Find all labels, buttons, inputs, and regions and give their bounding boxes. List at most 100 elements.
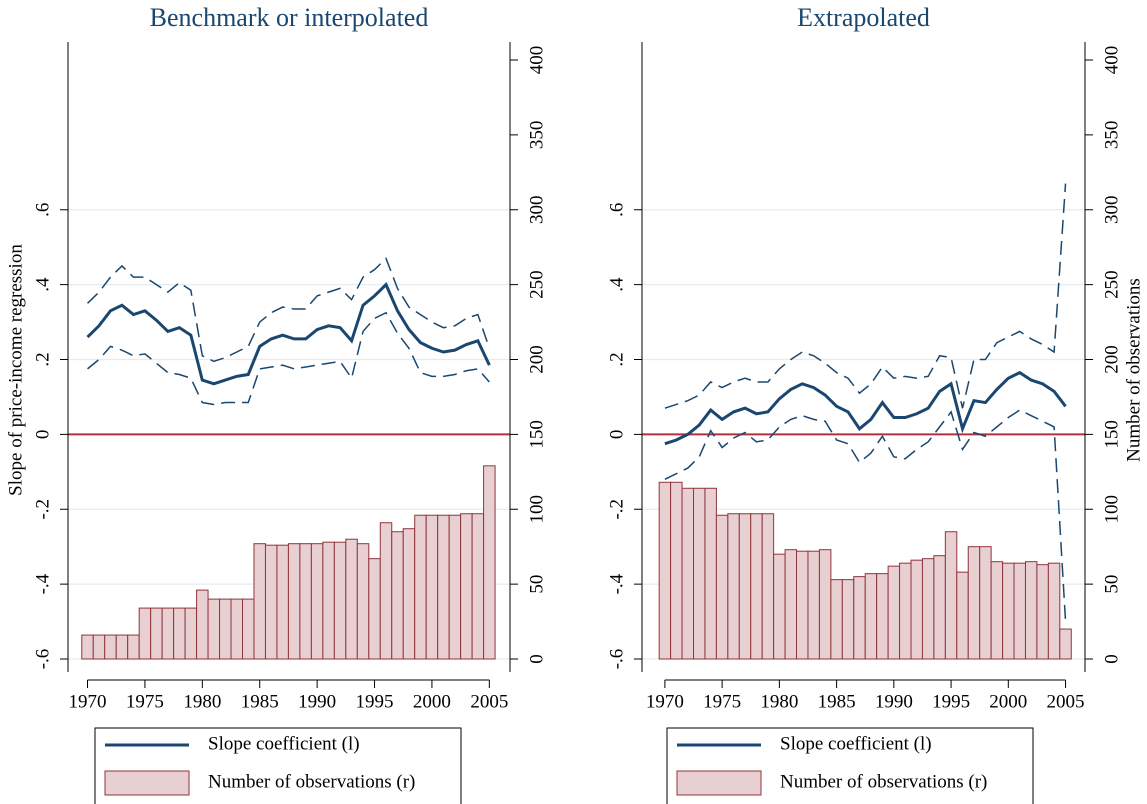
- y-tick-label: .2: [32, 352, 53, 366]
- y-tick-label: -.4: [606, 573, 627, 594]
- bar: [1047, 562, 1061, 660]
- y2-tick-label: 250: [526, 270, 547, 299]
- y2-tick-label: 400: [526, 46, 547, 75]
- bar: [887, 565, 901, 660]
- y2-tick-label: 200: [1101, 345, 1122, 374]
- bar: [967, 546, 981, 660]
- legend-label: Number of observations (r): [780, 771, 987, 792]
- bar: [207, 598, 221, 660]
- bar: [841, 579, 855, 660]
- bar: [138, 607, 152, 660]
- x-tick-label: 1970: [646, 691, 684, 712]
- bar: [345, 538, 358, 660]
- x-tick-label: 2005: [470, 691, 508, 712]
- y-tick-label: -.2: [32, 499, 53, 520]
- x-tick-label: 2005: [1047, 691, 1085, 712]
- x-tick-label: 1995: [356, 691, 394, 712]
- x-tick-label: 1995: [932, 691, 970, 712]
- bar: [448, 514, 462, 660]
- bar: [184, 607, 198, 660]
- y2-tick-label: 400: [1101, 46, 1122, 75]
- legend-swatch: [104, 770, 190, 796]
- y2-tick-label: 300: [1101, 196, 1122, 225]
- bar: [750, 513, 763, 660]
- bar: [1059, 628, 1072, 660]
- y-tick-label: .6: [606, 203, 627, 217]
- bar: [670, 481, 683, 660]
- bar: [150, 607, 163, 660]
- bar: [704, 487, 717, 660]
- bar: [761, 513, 775, 660]
- y-tick-label: -.4: [32, 573, 53, 594]
- y-tick-label: .4: [606, 277, 627, 292]
- bar: [933, 555, 946, 660]
- bar: [276, 544, 289, 660]
- x-tick-label: 1990: [298, 691, 336, 712]
- bar: [437, 514, 450, 660]
- y-tick-label: -.6: [606, 649, 627, 670]
- bar: [173, 607, 186, 660]
- bar: [471, 513, 485, 660]
- bar: [853, 576, 866, 660]
- x-tick-label: 1990: [875, 691, 913, 712]
- bar: [92, 634, 106, 660]
- slope-line: [664, 370, 1067, 446]
- x-tick-label: 2000: [413, 691, 451, 712]
- bar: [693, 487, 706, 660]
- bar: [219, 598, 232, 660]
- bar: [658, 481, 672, 660]
- bar: [818, 549, 832, 660]
- bar: [899, 562, 912, 660]
- bar: [161, 607, 175, 660]
- ci-line: [664, 409, 1067, 622]
- bar: [127, 634, 140, 660]
- bar: [1036, 564, 1049, 660]
- y2-tick-label: 150: [526, 420, 547, 449]
- bar: [876, 573, 889, 660]
- y-tick-label: -.2: [606, 499, 627, 520]
- y-tick-label: 0: [606, 430, 627, 440]
- y-tick-label: -.6: [32, 649, 53, 670]
- bar: [333, 541, 347, 660]
- y2-tick-label: 0: [526, 654, 547, 664]
- bar: [1002, 562, 1015, 660]
- x-tick-label: 1975: [126, 691, 164, 712]
- y2-tick-label: 350: [1101, 121, 1122, 150]
- y2-tick-label: 200: [526, 345, 547, 374]
- bar: [287, 543, 301, 660]
- legend-label: Slope coefficient (l): [208, 733, 360, 754]
- x-tick-label: 1975: [703, 691, 741, 712]
- x-tick-label: 1985: [818, 691, 856, 712]
- bar: [310, 543, 324, 660]
- x-tick-label: 1980: [183, 691, 221, 712]
- bar: [264, 544, 278, 660]
- ci-line: [664, 183, 1067, 409]
- bar: [322, 541, 335, 660]
- slope-line: [86, 282, 491, 386]
- ci-line: [87, 311, 490, 406]
- y-tick-label: .2: [606, 352, 627, 366]
- bar: [1013, 562, 1026, 660]
- y-tick-label: 0: [32, 430, 53, 440]
- y2-tick-label: 300: [526, 196, 547, 225]
- bar: [910, 559, 923, 660]
- panel-title: Benchmark or interpolated: [150, 3, 429, 32]
- bar: [727, 513, 740, 660]
- bar: [196, 589, 209, 660]
- y-tick-label: .6: [32, 203, 53, 217]
- bar: [115, 634, 129, 660]
- x-tick-label: 1985: [241, 691, 279, 712]
- bar: [715, 514, 729, 660]
- legend-swatch: [676, 770, 762, 796]
- bar: [299, 543, 312, 660]
- x-tick-label: 2000: [989, 691, 1027, 712]
- y2-tick-label: 350: [526, 121, 547, 150]
- y2-tick-label: 50: [1101, 575, 1122, 594]
- bar: [830, 579, 843, 660]
- bar: [379, 522, 393, 660]
- ci-line: [86, 257, 491, 363]
- bar: [414, 514, 427, 660]
- y2-tick-label: 100: [526, 495, 547, 524]
- bar: [807, 550, 820, 660]
- bar: [738, 513, 752, 660]
